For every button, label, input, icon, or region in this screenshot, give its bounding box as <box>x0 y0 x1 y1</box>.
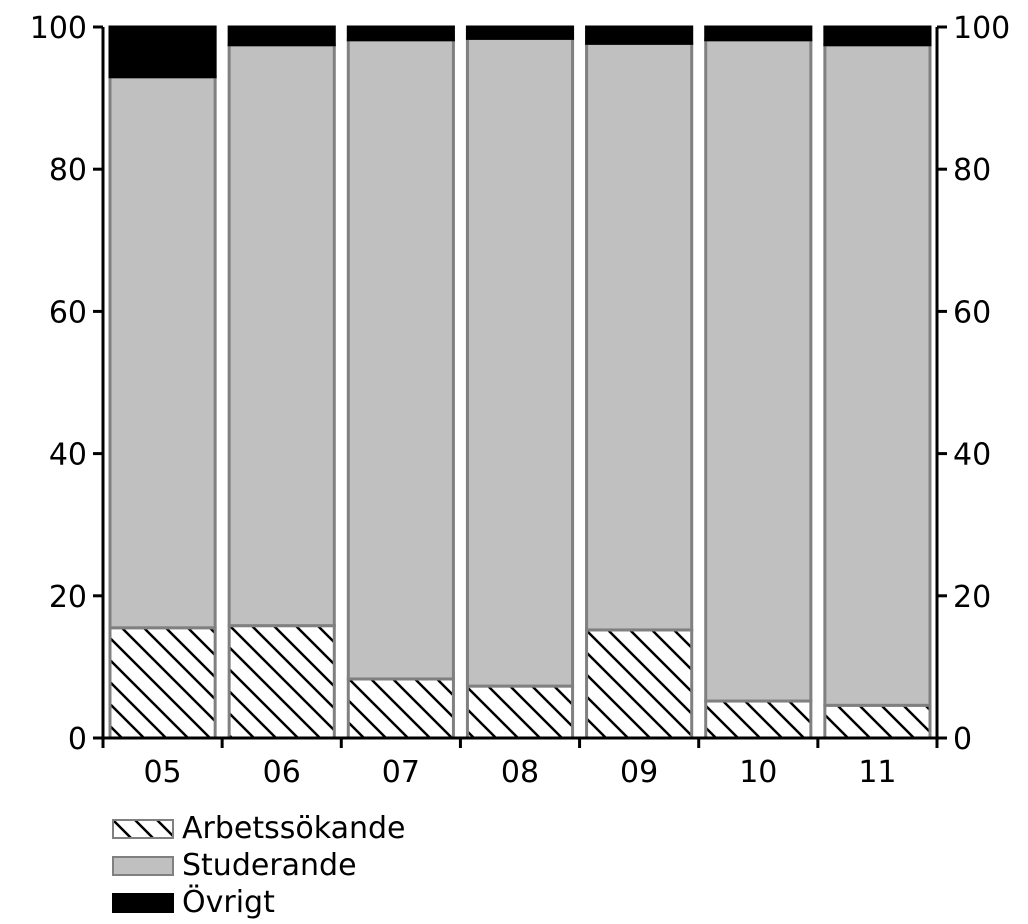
y-tick-label-left: 20 <box>49 580 87 615</box>
y-tick-label-left: 60 <box>49 295 87 330</box>
bar-segment-05-0 <box>108 626 217 740</box>
y-tick-label-right: 80 <box>953 153 991 188</box>
bar-segment-08-2 <box>465 25 575 40</box>
bar-segment-09-2 <box>585 25 694 45</box>
legend-swatch-gray <box>112 855 174 876</box>
legend-swatch-hatched <box>112 818 174 839</box>
bar-segment-07-2 <box>346 25 455 42</box>
bar-segment-11-2 <box>823 25 932 47</box>
y-tick-label-left: 40 <box>49 438 87 473</box>
y-tick-label-right: 100 <box>953 11 1010 46</box>
x-tick-label: 06 <box>263 755 301 790</box>
bar-segment-06-0 <box>227 624 336 740</box>
y-tick-label-left: 100 <box>30 11 87 46</box>
y-tick-label-right: 40 <box>953 438 991 473</box>
bar-segment-08-0 <box>465 684 575 740</box>
bar-segment-09-1 <box>585 41 694 632</box>
bar-segment-06-2 <box>227 25 336 47</box>
x-tick-label: 11 <box>858 755 896 790</box>
legend: Arbetssökande Studerande Övrigt <box>112 810 405 921</box>
bar-segment-07-0 <box>346 677 455 740</box>
bar-segment-11-1 <box>823 43 932 707</box>
y-tick-label-right: 60 <box>953 295 991 330</box>
x-tick-label: 07 <box>382 755 420 790</box>
legend-label: Arbetssökande <box>182 811 406 846</box>
y-tick-label-left: 0 <box>68 722 87 757</box>
legend-item-ovrigt: Övrigt <box>112 884 405 921</box>
bar-segment-05-2 <box>108 25 217 79</box>
bar-segment-07-1 <box>346 38 455 681</box>
legend-swatch-black <box>112 892 174 913</box>
bar-segment-05-1 <box>108 75 217 630</box>
bar-segment-08-1 <box>465 36 575 688</box>
bar-segment-10-1 <box>704 38 813 703</box>
legend-label: Studerande <box>182 848 357 883</box>
legend-label: Övrigt <box>182 885 275 920</box>
y-tick-label-right: 20 <box>953 580 991 615</box>
y-tick-label-right: 0 <box>953 722 972 757</box>
x-tick-label: 08 <box>501 755 539 790</box>
bar-segment-10-2 <box>704 25 813 42</box>
axes: 0 0 20 20 40 40 60 60 80 80 100 100 05 06 07 08 09 10 11 <box>30 11 1011 790</box>
legend-item-arbetssokande: Arbetssökande <box>112 810 405 847</box>
x-tick-label: 10 <box>739 755 777 790</box>
bar-group <box>108 25 932 740</box>
x-tick-label: 05 <box>143 755 181 790</box>
x-tick-label: 09 <box>620 755 658 790</box>
bar-segment-11-0 <box>823 703 932 740</box>
legend-item-studerande: Studerande <box>112 847 405 884</box>
bar-segment-06-1 <box>227 43 336 628</box>
bar-segment-09-0 <box>585 628 694 740</box>
y-tick-label-left: 80 <box>49 153 87 188</box>
bar-segment-10-0 <box>704 699 813 740</box>
